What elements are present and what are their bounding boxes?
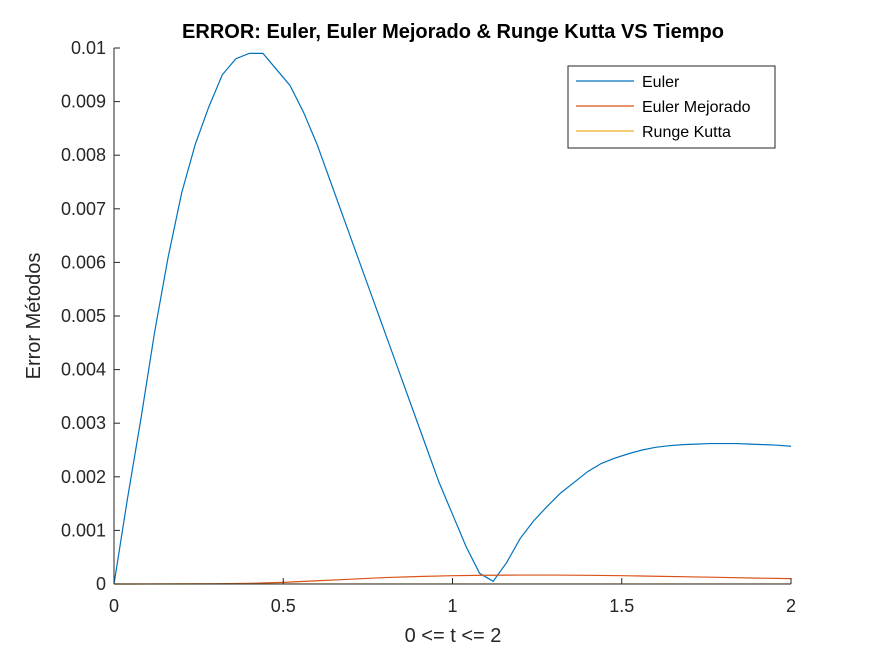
x-tick-label: 1 [447,596,457,616]
legend: Euler Euler Mejorado Runge Kutta [568,66,775,148]
x-tick-label: 0 [109,596,119,616]
y-tick-label: 0 [96,574,106,594]
y-tick-label: 0.001 [61,520,106,540]
x-tick-label: 1.5 [609,596,634,616]
y-tick-label: 0.008 [61,145,106,165]
y-tick-label: 0.004 [61,360,106,380]
y-tick-label: 0.01 [71,38,106,58]
chart-title: ERROR: Euler, Euler Mejorado & Runge Kut… [182,21,724,43]
y-tick-label: 0.003 [61,413,106,433]
legend-label-0: Euler [642,74,680,91]
y-tick-label: 0.006 [61,252,106,272]
y-tick-label: 0.007 [61,199,106,219]
x-tick-label: 0.5 [271,596,296,616]
legend-label-1: Euler Mejorado [642,99,751,116]
y-tick-label: 0.005 [61,306,106,326]
x-tick-label: 2 [786,596,796,616]
y-tick-label: 0.002 [61,467,106,487]
y-tick-label: 0.009 [61,92,106,112]
y-axis-label: Error Métodos [23,253,45,380]
legend-label-2: Runge Kutta [642,124,731,141]
x-axis-label: 0 <= t <= 2 [405,625,502,647]
